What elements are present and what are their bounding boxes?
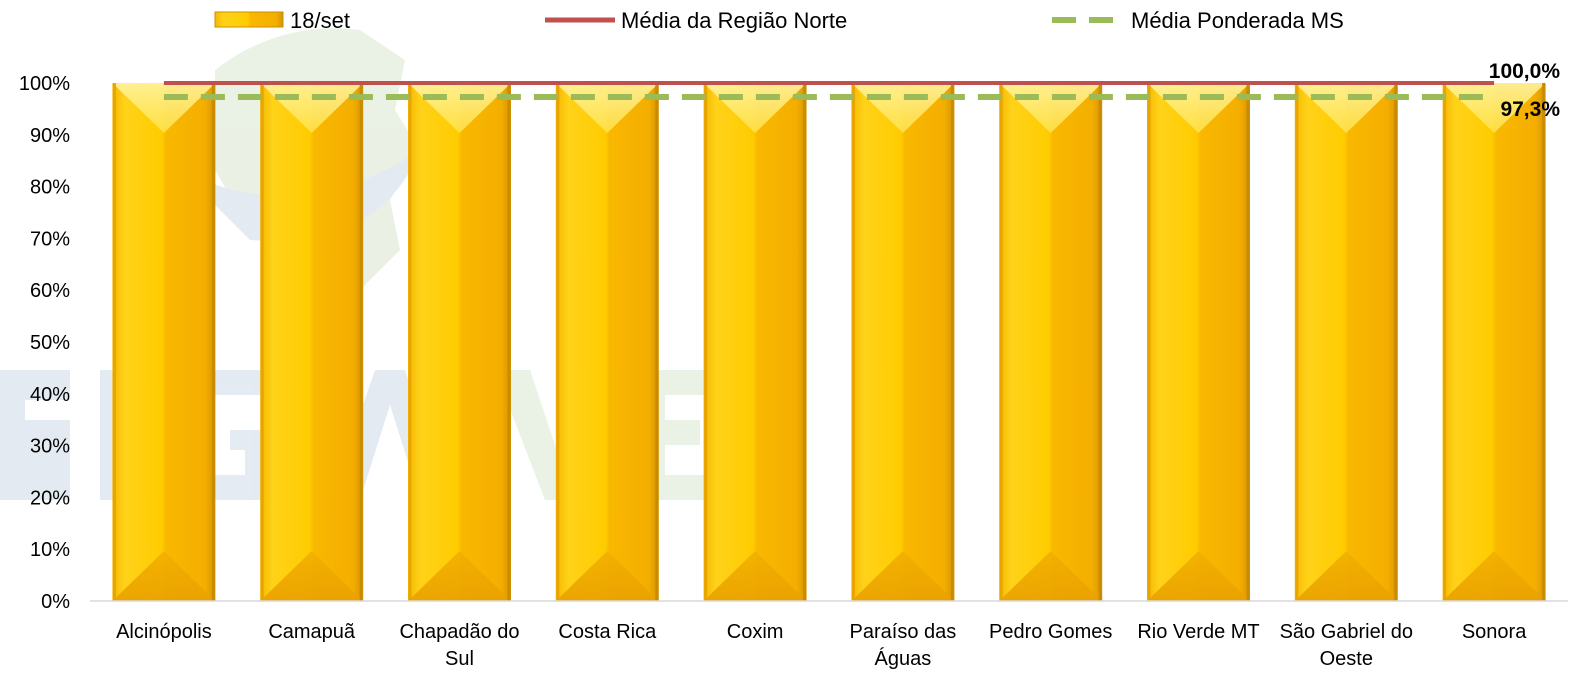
- y-tick-label: 30%: [30, 436, 70, 458]
- bar-group: [1294, 83, 1398, 601]
- bar-bevel-base: [851, 551, 955, 601]
- bar: [1147, 83, 1250, 601]
- legend-bar-swatch: [214, 11, 284, 28]
- ponderada-ms-value-label: 97,3%: [1500, 98, 1560, 121]
- bar-bevel-base: [999, 551, 1103, 601]
- bar-bevel-base: [1147, 551, 1250, 601]
- bar: [999, 83, 1103, 601]
- bar-group: [555, 83, 659, 601]
- legend-ponderada-ms-label: Média Ponderada MS: [1131, 8, 1344, 33]
- y-axis: 0% 10% 20% 30% 40% 50% 60% 70% 80% 90% 100%: [19, 73, 70, 613]
- bars: [112, 83, 1546, 601]
- bar-bevel-base: [1294, 551, 1398, 601]
- reference-lines: 100,0% 97,3%: [163, 60, 1561, 121]
- x-tick-label: Chapadão do: [399, 621, 519, 643]
- x-tick-label: Rio Verde MT: [1137, 621, 1259, 643]
- x-tick-label: Camapuã: [268, 621, 356, 643]
- x-tick-label: Pedro Gomes: [989, 621, 1112, 643]
- y-tick-label: 100%: [19, 73, 70, 95]
- x-tick-label: Sul: [445, 648, 474, 670]
- y-tick-label: 50%: [30, 332, 70, 354]
- x-tick-label: Águas: [875, 647, 932, 670]
- x-tick-label: Coxim: [727, 621, 784, 643]
- y-tick-label: 70%: [30, 228, 70, 250]
- bar-group: [112, 83, 216, 601]
- y-tick-label: 60%: [30, 280, 70, 302]
- bar: [703, 83, 807, 601]
- y-tick-label: 0%: [41, 591, 70, 613]
- y-tick-label: 90%: [30, 125, 70, 147]
- bar: [1294, 83, 1398, 601]
- y-tick-label: 20%: [30, 487, 70, 509]
- x-tick-label: Paraíso das: [850, 621, 957, 643]
- bar: [408, 83, 511, 601]
- bar-group: [1147, 83, 1250, 601]
- bar-group: [999, 83, 1103, 601]
- bar: [851, 83, 955, 601]
- y-tick-label: 80%: [30, 177, 70, 199]
- x-tick-label: São Gabriel do: [1280, 621, 1413, 643]
- x-tick-label: Oeste: [1320, 648, 1373, 670]
- bar-group: [1442, 83, 1546, 601]
- bar-bevel-base: [1442, 551, 1546, 601]
- bar-group: [851, 83, 955, 601]
- regiao-norte-value-label: 100,0%: [1489, 60, 1561, 83]
- bar: [260, 83, 364, 601]
- legend-item-bar: 18/set: [214, 8, 350, 33]
- bar-bevel-base: [703, 551, 807, 601]
- legend: 18/set Média da Região Norte Média Ponde…: [214, 8, 1344, 33]
- legend-item-regiao-norte: Média da Região Norte: [545, 8, 847, 33]
- bar: [112, 83, 216, 601]
- bar: [555, 83, 659, 601]
- legend-item-ponderada-ms: Média Ponderada MS: [1052, 8, 1344, 33]
- bar-bevel-top: [112, 83, 216, 133]
- y-tick-label: 10%: [30, 539, 70, 561]
- x-axis: Alcinópolis Camapuã Chapadão do Sul Costa Ri…: [116, 621, 1527, 670]
- bar-bevel-base: [408, 551, 511, 601]
- x-tick-label: Costa Rica: [558, 621, 657, 643]
- y-tick-label: 40%: [30, 384, 70, 406]
- bar-bevel-base: [555, 551, 659, 601]
- legend-regiao-norte-label: Média da Região Norte: [621, 8, 847, 33]
- x-tick-label: Alcinópolis: [116, 621, 212, 643]
- bar-group: [408, 83, 511, 601]
- bar: [1442, 83, 1546, 601]
- bar-group: [260, 83, 364, 601]
- legend-bar-label: 18/set: [290, 8, 350, 33]
- bar-bevel-base: [112, 551, 216, 601]
- x-tick-label: Sonora: [1462, 621, 1527, 643]
- bar-group: [703, 83, 807, 601]
- bar-bevel-base: [260, 551, 364, 601]
